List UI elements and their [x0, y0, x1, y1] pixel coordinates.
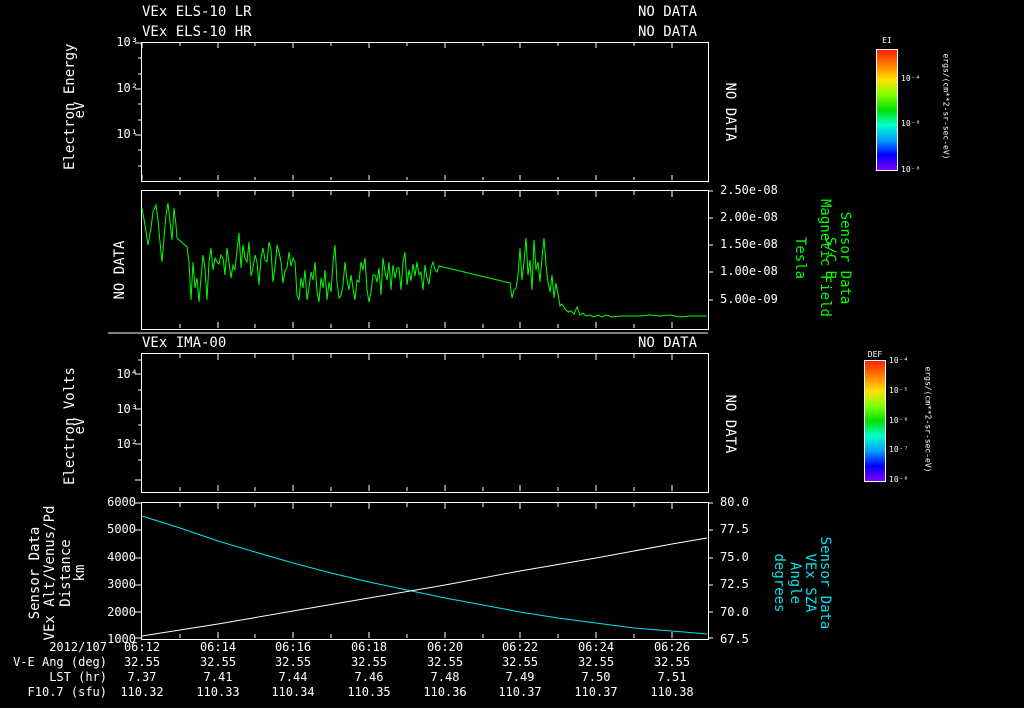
orbit-right-ytick-0: 80.0	[720, 495, 749, 509]
xtick-ve: 32.55	[199, 655, 237, 669]
sza-trace	[141, 537, 708, 637]
ei-colorbar-tick-0: 10⁻⁴	[901, 74, 921, 83]
orbit-right-ytick-1: 77.5	[720, 522, 749, 536]
mag-ytick-4: 5.00e-09	[720, 292, 778, 306]
orbit-left-ytick-4: 2000	[107, 605, 136, 619]
ima-title: VEx IMA-00	[142, 335, 227, 351]
altitude-trace	[141, 515, 708, 635]
def-colorbar-title: DEF	[867, 350, 883, 359]
els-lr-status: NO DATA	[638, 4, 698, 20]
x-ticks	[108, 42, 713, 639]
xtick-f107: 110.36	[423, 685, 467, 699]
def-colorbar-tick-4: 10⁻⁸	[889, 475, 909, 484]
els-ytick-1: 10²	[116, 81, 138, 95]
xtick-f107: 110.35	[347, 685, 391, 699]
xtick-ve: 32.55	[123, 655, 161, 669]
xtick-time: 06:12	[123, 640, 161, 654]
xtick-time: 06:20	[426, 640, 464, 654]
mag-ytick-3: 1.00e-08	[720, 264, 778, 278]
xaxis-row-label-date: 2012/107	[49, 640, 107, 654]
xtick-lst: 7.49	[505, 670, 535, 684]
ei-colorbar	[876, 49, 898, 171]
xtick-time: 06:14	[199, 640, 237, 654]
orbit-left-ytick-0: 6000	[107, 495, 136, 509]
ei-colorbar-tick-1: 10⁻⁶	[901, 119, 921, 128]
xaxis-row-label-ve: V-E Ang (deg)	[13, 655, 107, 669]
def-colorbar-tick-2: 10⁻⁶	[889, 416, 909, 425]
ima-status: NO DATA	[638, 335, 698, 351]
xtick-lst: 7.44	[278, 670, 308, 684]
ima-ytick-2: 10²	[116, 437, 138, 451]
def-colorbar-tick-0: 10⁻⁴	[889, 356, 909, 365]
mag-ytick-2: 1.50e-08	[720, 237, 778, 251]
xtick-f107: 110.37	[574, 685, 618, 699]
mag-ytick-1: 2.00e-08	[720, 210, 778, 224]
xaxis-row-label-lst: LST (hr)	[49, 670, 107, 684]
orbit-right-ytick-2: 75.0	[720, 550, 749, 564]
xtick-lst: 7.51	[657, 670, 687, 684]
xtick-ve: 32.55	[426, 655, 464, 669]
xaxis-row-label-f107: F10.7 (sfu)	[27, 685, 107, 699]
orbit-right-ytick-5: 67.5	[720, 632, 749, 646]
ei-colorbar-tick-2: 10⁻⁸	[901, 165, 921, 174]
ei-colorbar-title: EI	[882, 36, 892, 45]
xtick-lst: 7.50	[581, 670, 611, 684]
xtick-lst: 7.46	[354, 670, 384, 684]
xtick-ve: 32.55	[350, 655, 388, 669]
orbit-left-ytick-3: 3000	[107, 577, 136, 591]
els-hr-status: NO DATA	[638, 24, 698, 40]
xtick-ve: 32.55	[501, 655, 539, 669]
xtick-time: 06:18	[350, 640, 388, 654]
xtick-lst: 7.41	[203, 670, 233, 684]
def-colorbar	[864, 360, 886, 482]
els-hr-title: VEx ELS-10 HR	[142, 24, 252, 40]
xtick-f107: 110.37	[498, 685, 542, 699]
xtick-time: 06:26	[653, 640, 691, 654]
ima-ytick-1: 10³	[116, 402, 138, 416]
xtick-f107: 110.32	[120, 685, 164, 699]
xtick-time: 06:24	[577, 640, 615, 654]
xtick-ve: 32.55	[577, 655, 615, 669]
xtick-lst: 7.37	[127, 670, 157, 684]
orbit-left-ytick-5: 1000	[107, 632, 136, 646]
xtick-time: 06:16	[274, 640, 312, 654]
xtick-f107: 110.33	[196, 685, 240, 699]
def-colorbar-tick-3: 10⁻⁷	[889, 445, 909, 454]
orbit-plot-frame	[141, 502, 709, 640]
ima-ytick-0: 10⁴	[116, 367, 138, 381]
els-plot-frame	[141, 42, 709, 182]
orbit-right-ytick-4: 70.0	[720, 605, 749, 619]
orbit-left-ytick-2: 4000	[107, 550, 136, 564]
mag-plot-frame	[141, 190, 709, 330]
xtick-f107: 110.34	[271, 685, 315, 699]
def-colorbar-tick-1: 10⁻⁵	[889, 386, 909, 395]
xtick-ve: 32.55	[274, 655, 312, 669]
els-ytick-2: 10¹	[116, 127, 138, 141]
xtick-f107: 110.38	[650, 685, 694, 699]
els-ytick-0: 10³	[116, 35, 138, 49]
ima-plot-frame	[141, 353, 709, 493]
els-lr-title: VEx ELS-10 LR	[142, 4, 252, 20]
orbit-left-ytick-1: 5000	[107, 522, 136, 536]
orbit-right-ytick-3: 72.5	[720, 577, 749, 591]
mag-ytick-0: 2.50e-08	[720, 183, 778, 197]
xtick-ve: 32.55	[653, 655, 691, 669]
mag-field-trace	[141, 202, 707, 318]
xtick-lst: 7.48	[430, 670, 460, 684]
xtick-time: 06:22	[501, 640, 539, 654]
